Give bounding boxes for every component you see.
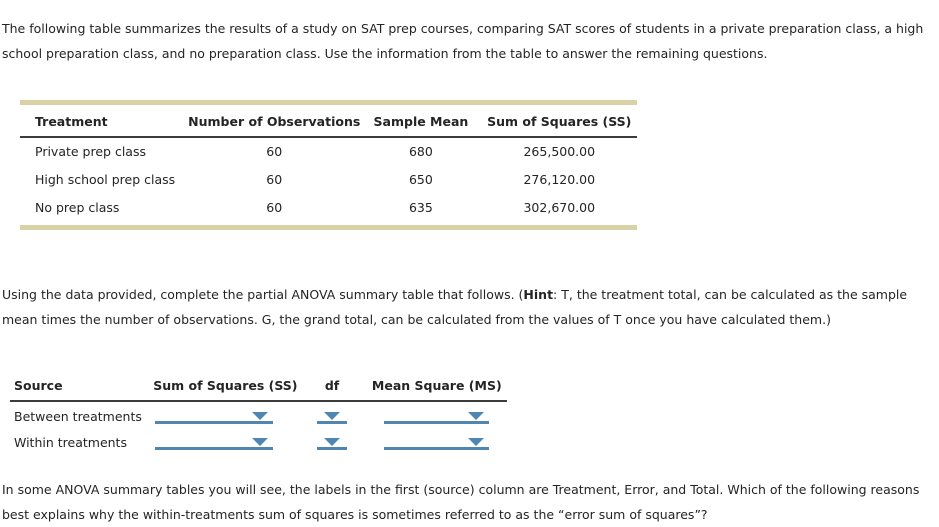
- anova-col-header-ss: Sum of Squares (SS): [153, 376, 298, 402]
- instructions-text-after: : T, the treatment total, can be calcula…: [2, 287, 908, 327]
- dropdown-arrow-icon: [252, 438, 269, 446]
- anova-source-label: Between treatments: [14, 409, 142, 424]
- dropdown-arrow-icon: [468, 412, 484, 420]
- study-results-table-container: Treatment Number of Observations Sample …: [20, 100, 933, 230]
- between-ss-dropdown[interactable]: [155, 412, 274, 424]
- within-ms-dropdown[interactable]: [384, 438, 489, 450]
- mean-cell: 650: [408, 172, 433, 187]
- within-ss-dropdown[interactable]: [155, 438, 274, 450]
- hint-label: Hint: [523, 287, 554, 302]
- anova-col-header-ms: Mean Square (MS): [366, 376, 507, 402]
- dropdown-arrow-icon: [324, 438, 341, 446]
- study-results-table: Treatment Number of Observations Sample …: [20, 100, 637, 230]
- treatment-cell: No prep class: [35, 200, 120, 215]
- treatment-cell: High school prep class: [35, 172, 176, 187]
- table-row: Private prep class 60 680 265,500.00: [20, 137, 637, 166]
- between-df-dropdown[interactable]: [317, 412, 348, 424]
- ss-cell: 276,120.00: [523, 172, 596, 187]
- anova-summary-table: Source Sum of Squares (SS) df Mean Squar…: [10, 376, 507, 453]
- table-header-row: Treatment Number of Observations Sample …: [20, 102, 637, 138]
- col-header-treatment: Treatment: [20, 102, 189, 138]
- anova-row-within: Within treatments: [10, 427, 507, 453]
- instructions-text-before: Using the data provided, complete the pa…: [2, 287, 524, 302]
- dropdown-arrow-icon: [252, 412, 269, 420]
- col-header-observations: Number of Observations: [188, 102, 361, 138]
- intro-paragraph: The following table summarizes the resul…: [2, 21, 924, 61]
- col-header-sample-mean: Sample Mean: [360, 102, 482, 138]
- dropdown-arrow-icon: [324, 412, 341, 420]
- treatment-cell: Private prep class: [35, 144, 146, 159]
- between-ms-dropdown[interactable]: [384, 412, 489, 424]
- instructions-paragraph: Using the data provided, complete the pa…: [2, 282, 934, 332]
- mean-cell: 635: [408, 200, 433, 215]
- question-paragraph: In some ANOVA summary tables you will se…: [2, 482, 920, 522]
- ss-cell: 265,500.00: [523, 144, 596, 159]
- mean-cell: 680: [408, 144, 433, 159]
- ss-cell: 302,670.00: [523, 200, 596, 215]
- observations-cell: 60: [266, 172, 283, 187]
- col-header-sum-of-squares: Sum of Squares (SS): [481, 102, 637, 138]
- anova-source-label: Within treatments: [14, 435, 127, 450]
- table-row: High school prep class 60 650 276,120.00: [20, 166, 637, 194]
- anova-col-header-source: Source: [10, 376, 154, 402]
- anova-col-header-df: df: [297, 376, 367, 402]
- within-df-dropdown[interactable]: [317, 438, 348, 450]
- anova-summary-table-container: Source Sum of Squares (SS) df Mean Squar…: [10, 376, 933, 453]
- table-row: No prep class 60 635 302,670.00: [20, 194, 637, 228]
- anova-row-between: Between treatments: [10, 401, 507, 427]
- observations-cell: 60: [266, 144, 283, 159]
- dropdown-arrow-icon: [468, 438, 484, 446]
- observations-cell: 60: [266, 200, 283, 215]
- anova-header-row: Source Sum of Squares (SS) df Mean Squar…: [10, 376, 507, 402]
